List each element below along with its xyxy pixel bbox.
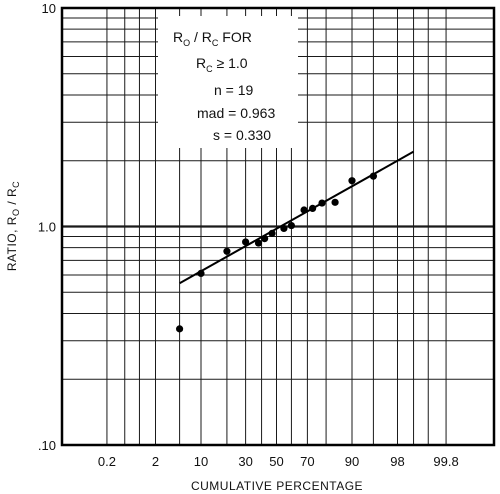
plot-frame xyxy=(60,6,496,447)
annotation-line-1: RO / RC FOR xyxy=(173,29,252,48)
x-axis-label: CUMULATIVE PERCENTAGE xyxy=(191,479,363,493)
data-point xyxy=(331,198,339,206)
x-tick-label: 2 xyxy=(152,454,159,469)
annotation-backdrop xyxy=(158,16,298,148)
annotation-line-5: s = 0.330 xyxy=(213,127,271,143)
data-point xyxy=(197,269,205,278)
data-point xyxy=(309,204,317,213)
fit-line xyxy=(179,150,415,285)
fit-line-layer xyxy=(179,150,415,285)
x-tick-label: 98 xyxy=(390,454,404,469)
data-point xyxy=(254,239,263,247)
x-tick-label: 70 xyxy=(300,454,314,469)
y-tick-label: 1.0 xyxy=(38,220,56,235)
data-point xyxy=(261,235,269,243)
annotation-line-2: RC ≥ 1.0 xyxy=(196,55,248,74)
data-point xyxy=(280,224,288,233)
data-point xyxy=(369,172,378,180)
y-axis-label: RATIO, RO / RC xyxy=(5,181,21,271)
x-tick-label: 10 xyxy=(194,454,208,469)
data-point xyxy=(300,206,308,214)
y-tick-label: 10 xyxy=(42,1,56,16)
data-point xyxy=(242,238,250,246)
annotation-line-4: mad = 0.963 xyxy=(197,105,275,121)
x-tick-label: 30 xyxy=(238,454,252,469)
x-tick-label: 99.8 xyxy=(433,454,458,469)
x-tick-label: 0.2 xyxy=(98,454,116,469)
y-tick-labels: 10 1.0 .10 xyxy=(38,1,56,453)
annotation-line-3: n = 19 xyxy=(214,82,254,98)
x-tick-labels: 0.2 2 10 30 50 70 90 98 99.8 xyxy=(98,454,459,469)
data-point xyxy=(223,247,231,255)
x-tick-label: 50 xyxy=(269,454,283,469)
data-point xyxy=(348,177,356,185)
data-point xyxy=(175,325,184,333)
data-point xyxy=(287,221,296,230)
x-tick-label: 90 xyxy=(345,454,359,469)
y-tick-label: .10 xyxy=(38,438,56,453)
data-points xyxy=(175,172,378,333)
annotation: RO / RC FOR RC ≥ 1.0 n = 19 mad = 0.963 … xyxy=(173,29,275,143)
data-point xyxy=(268,229,276,237)
data-point xyxy=(318,199,326,207)
